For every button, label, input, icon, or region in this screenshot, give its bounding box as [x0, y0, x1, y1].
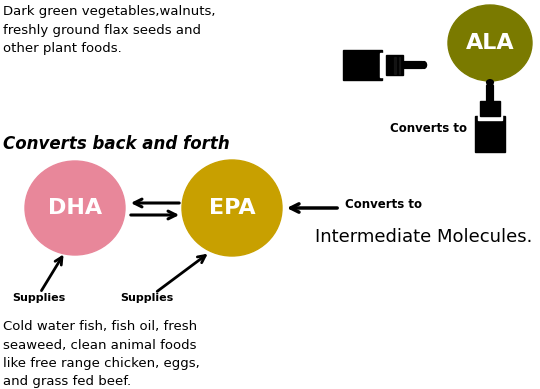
Polygon shape: [402, 61, 426, 68]
Text: Cold water fish, fish oil, fresh
seaweed, clean animal foods
like free range chi: Cold water fish, fish oil, fresh seaweed…: [3, 320, 200, 389]
Text: DHA: DHA: [48, 198, 102, 218]
FancyBboxPatch shape: [343, 50, 381, 80]
Text: EPA: EPA: [208, 198, 255, 218]
FancyBboxPatch shape: [399, 56, 400, 74]
Ellipse shape: [25, 161, 125, 255]
Polygon shape: [487, 81, 494, 103]
FancyBboxPatch shape: [475, 116, 505, 152]
Text: Converts to: Converts to: [345, 198, 422, 210]
Ellipse shape: [182, 160, 282, 256]
FancyBboxPatch shape: [478, 114, 502, 120]
Text: ALA: ALA: [465, 33, 514, 53]
Ellipse shape: [448, 5, 532, 81]
Text: Converts back and forth: Converts back and forth: [3, 135, 230, 153]
Ellipse shape: [487, 80, 494, 85]
FancyBboxPatch shape: [480, 101, 500, 116]
Text: Supplies: Supplies: [120, 293, 173, 303]
Text: Intermediate Molecules.: Intermediate Molecules.: [315, 228, 532, 246]
Text: Dark green vegetables,walnuts,
freshly ground flax seeds and
other plant foods.: Dark green vegetables,walnuts, freshly g…: [3, 5, 215, 55]
FancyBboxPatch shape: [386, 55, 403, 75]
Text: Supplies: Supplies: [12, 293, 65, 303]
FancyBboxPatch shape: [394, 56, 396, 74]
Ellipse shape: [421, 61, 427, 68]
Text: Converts to: Converts to: [390, 121, 467, 135]
FancyBboxPatch shape: [380, 53, 387, 77]
